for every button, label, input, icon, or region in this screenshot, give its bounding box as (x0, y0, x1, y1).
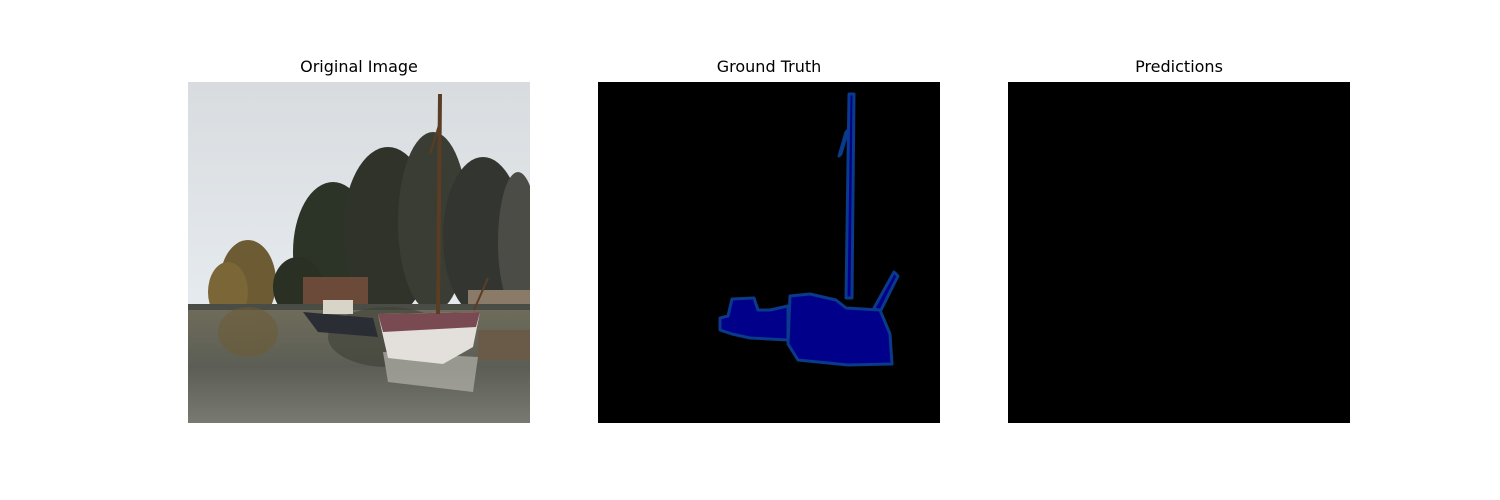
predictions-mask (1008, 82, 1350, 423)
predictions-panel: Predictions (1008, 55, 1350, 423)
tree-line (208, 132, 530, 324)
mast (436, 93, 442, 315)
pier (478, 330, 530, 360)
ground-truth-panel: Ground Truth (598, 55, 940, 423)
bank (188, 304, 530, 314)
main-hull-mask (786, 292, 894, 367)
original-photo (188, 82, 530, 423)
mast-mask (844, 92, 856, 300)
mask-background (598, 82, 940, 423)
panel-title-ground-truth: Ground Truth (716, 57, 822, 76)
prediction-background (1008, 82, 1350, 423)
original-image-panel: Original Image (188, 55, 530, 423)
panel-title-predictions: Predictions (1135, 57, 1223, 76)
panel-title-original: Original Image (300, 57, 418, 76)
ground-truth-mask (598, 82, 940, 423)
small-boat-mask (718, 296, 790, 342)
boat-mask (718, 92, 900, 367)
small-boat (303, 312, 378, 337)
spar-mask (837, 128, 850, 158)
